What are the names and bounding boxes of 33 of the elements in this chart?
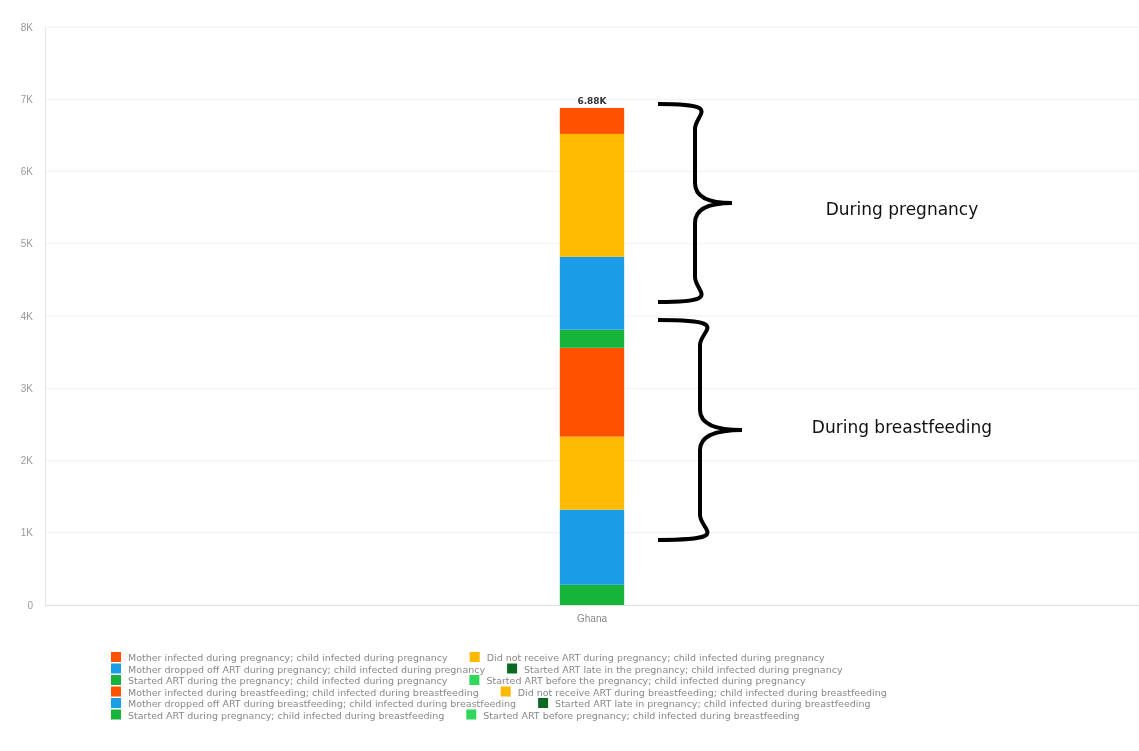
bar <box>559 329 625 348</box>
legend-label: Mother dropped off ART during breastfeeding; child infected during breastfeeding <box>128 698 517 709</box>
x-tick-label: Ghana <box>576 613 608 625</box>
bar <box>559 107 625 134</box>
y-tick-label: 2K <box>20 455 34 467</box>
y-tick-label: 0 <box>27 599 34 611</box>
total-label: 6.88K <box>577 95 608 106</box>
legend-label: Mother infected during pregnancy; child infected during pregnancy <box>128 652 449 663</box>
y-tick-label: 5K <box>20 238 34 250</box>
bar <box>559 133 625 257</box>
legend-label: Started ART before pregnancy; child infected during breastfeeding <box>483 709 800 721</box>
y-tick-label: 8K <box>20 21 34 33</box>
legend-label: Did not receive ART during breastfeeding; child infected during breastfeeding <box>517 686 887 698</box>
legend-label: Started ART late in the pregnancy; child infected during pregnancy <box>524 663 843 675</box>
legend-label: Started ART before the pregnancy; child infected during pregnancy <box>486 675 807 686</box>
legend-label: Started ART during the pregnancy; child infected during pregnancy <box>128 675 448 686</box>
legend-label: Started ART late in pregnancy; child infected during breastfeeding <box>555 698 871 709</box>
bar <box>559 509 625 585</box>
y-tick-label: 4K <box>20 310 34 322</box>
y-tick-label: 6K <box>20 166 34 178</box>
bar <box>559 256 625 330</box>
annotation: During pregnancy <box>825 199 979 219</box>
y-tick-label: 1K <box>20 527 34 539</box>
legend-label: Did not receive ART during pregnancy; child infected during pregnancy <box>486 652 826 663</box>
bar <box>559 436 625 510</box>
annotation: During breastfeeding <box>811 417 993 437</box>
y-tick-label: 7K <box>20 93 34 105</box>
bar <box>559 584 625 605</box>
legend-label: Mother dropped off ART during pregnancy; child infected during pregnancy <box>128 663 486 675</box>
legend-label: Mother infected during breastfeeding; child infected during breastfeeding <box>128 686 479 698</box>
legend-label: Started ART during pregnancy; child infected during breastfeeding <box>128 709 445 721</box>
bar <box>559 347 625 437</box>
y-tick-label: 3K <box>20 382 34 394</box>
